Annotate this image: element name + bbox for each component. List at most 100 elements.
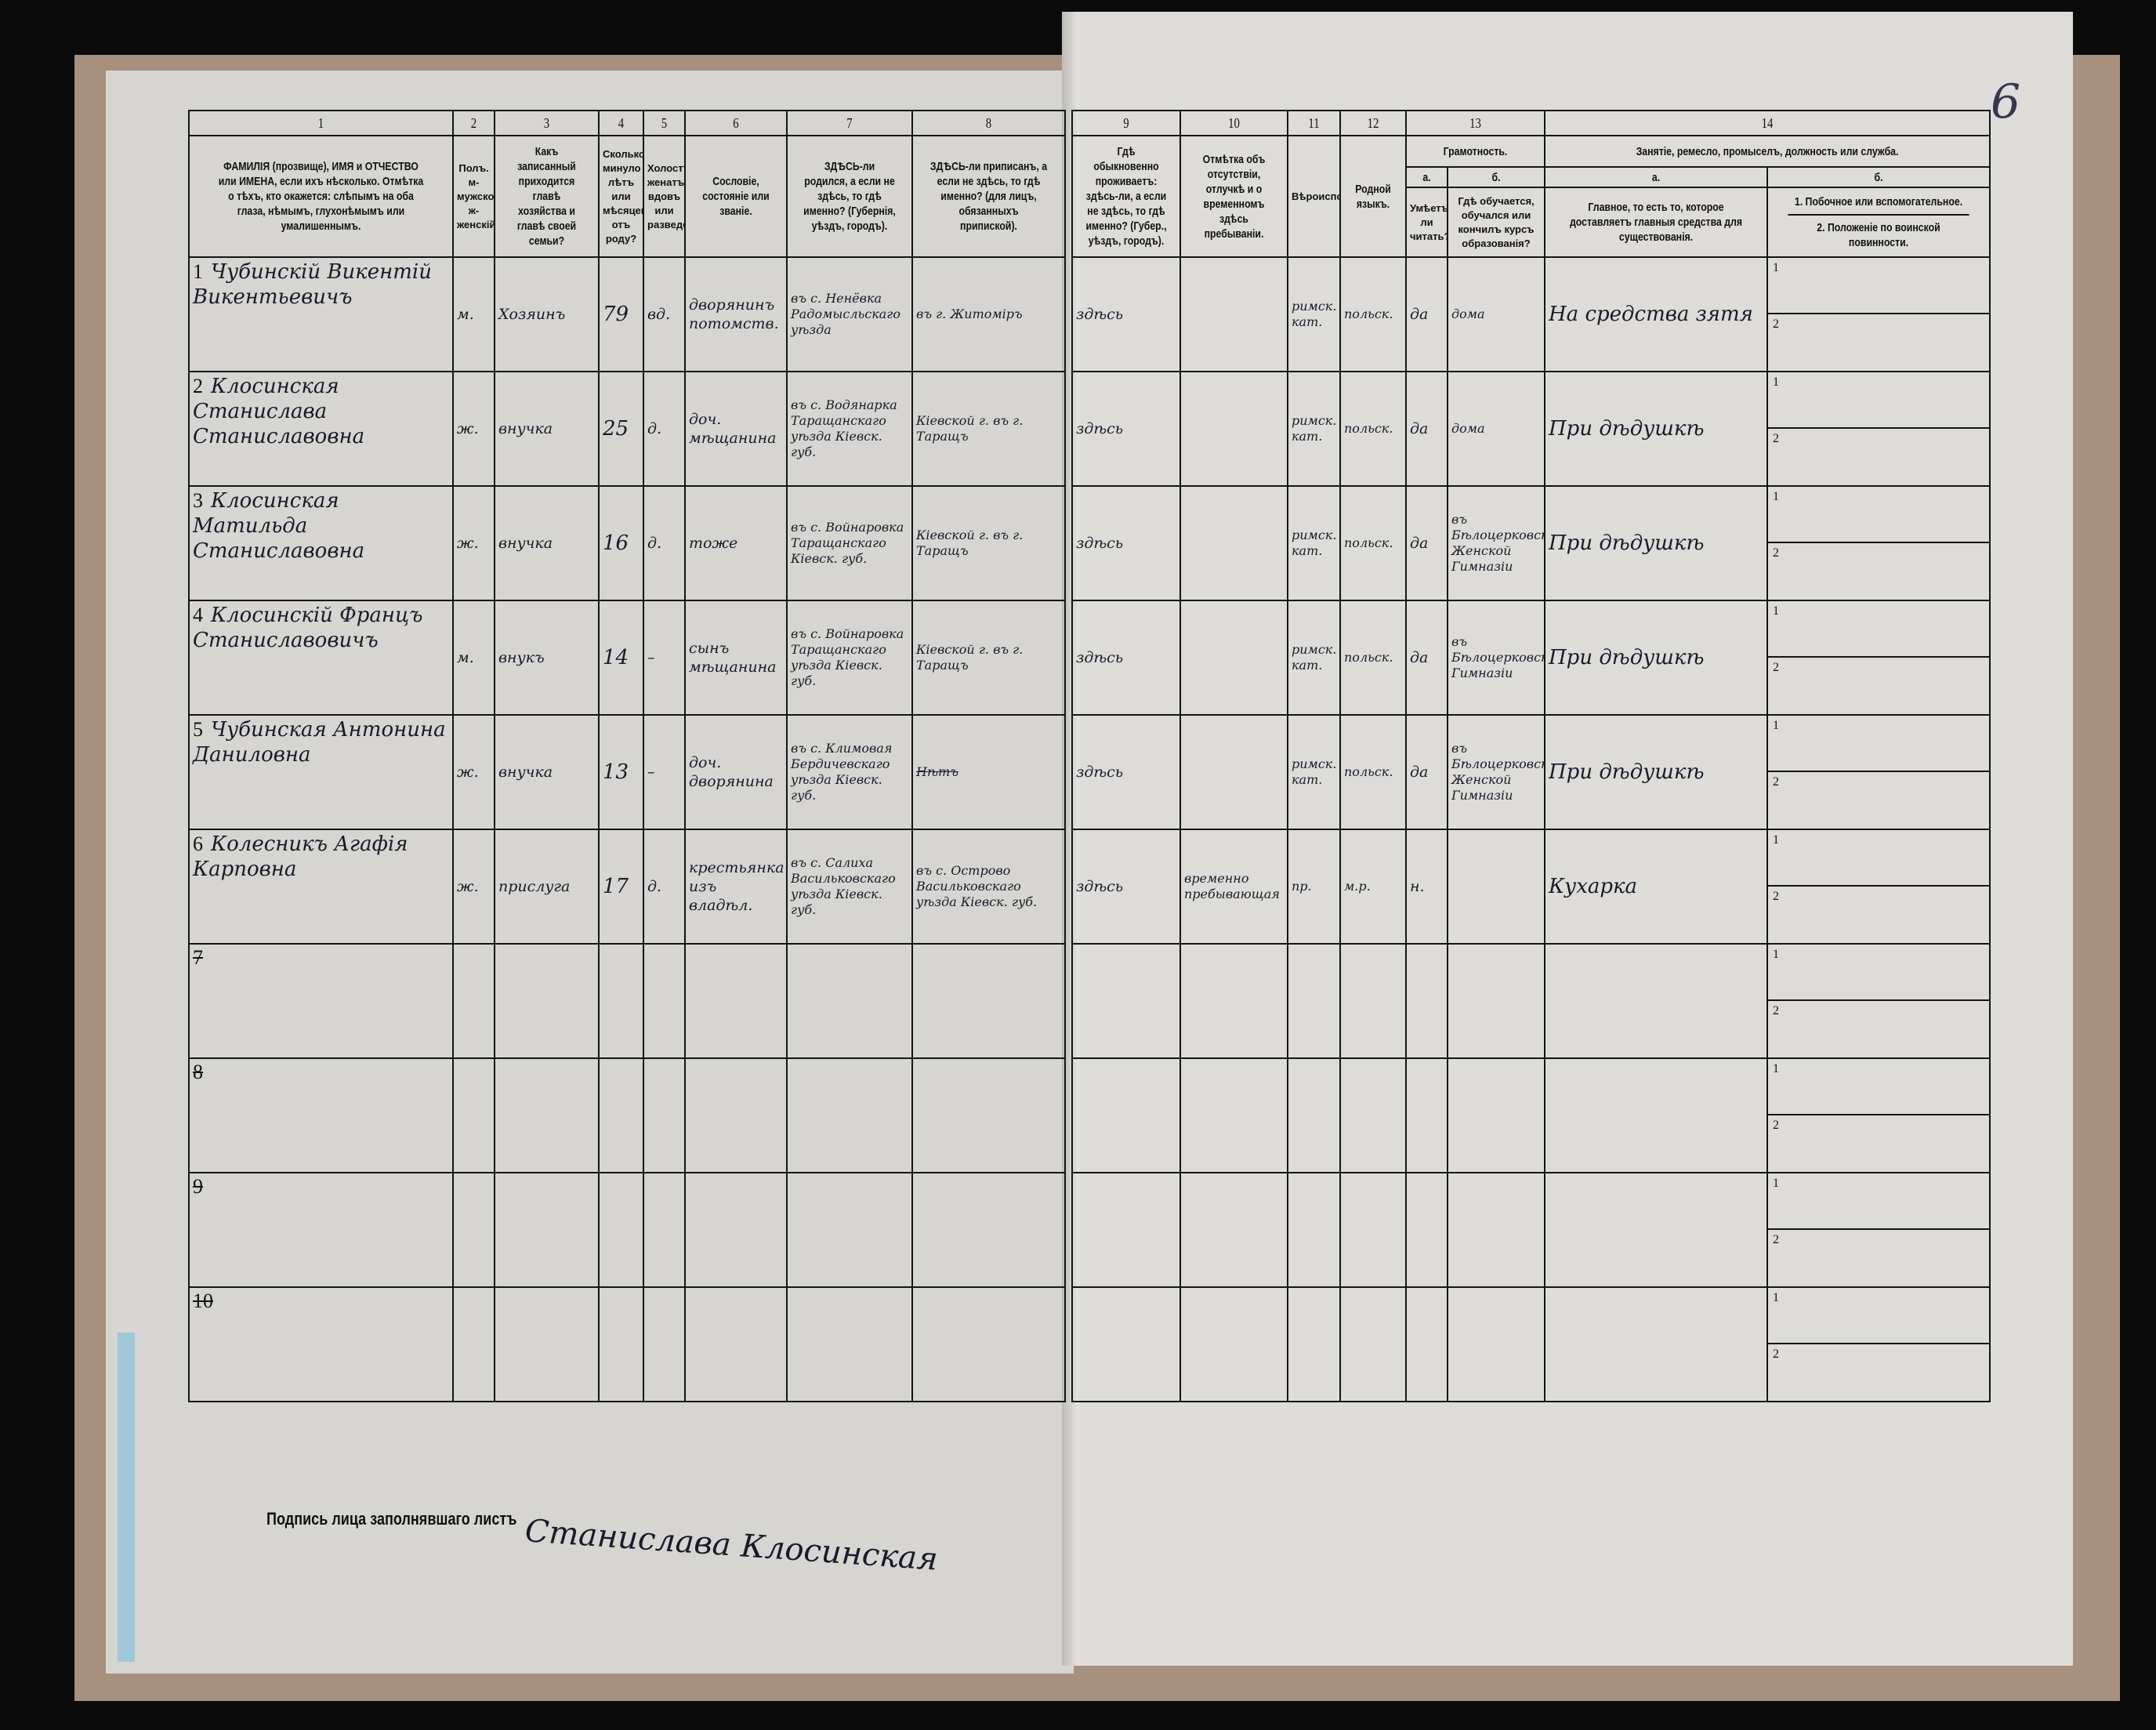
relation-cell [494, 1057, 600, 1173]
birthplace-cell [786, 1286, 913, 1402]
person-name-cell: 6 Колесникъ Агафія Карповна [188, 829, 454, 945]
birthplace-cell: въ с. Ненёвка Радомысльскаго уѣзда [786, 256, 913, 372]
residence-cell: здѣсь [1071, 371, 1181, 487]
estate-cell [684, 1057, 788, 1173]
occupation-cell [1544, 1172, 1768, 1288]
col-num-9: 9 [1081, 110, 1172, 136]
header-estate: Сословіе, состояніе или званіе. [693, 135, 779, 258]
person-name: Клосинская Станислава Станиславовна [193, 375, 365, 448]
header-registered: ЗДѢСЬ-ли приписанъ, а если не здѣсь, то … [925, 135, 1053, 258]
literate-cell: н. [1405, 829, 1448, 945]
estate: доч. мѣщанина [689, 411, 777, 447]
residence-cell: здѣсь [1071, 600, 1181, 716]
absence: временно пребывающая [1184, 871, 1280, 901]
residence: здѣсь [1076, 420, 1124, 437]
military-status-line: 2 [1773, 432, 1779, 445]
side-occupation-line: 1 [1769, 488, 1988, 543]
absence-cell [1179, 371, 1288, 487]
education-cell: дома [1447, 256, 1545, 372]
occupation-cell: При дѣдушкѣ [1544, 485, 1768, 601]
birthplace-cell: въ с. Войнаровка Таращанскаго Кіевск. гу… [786, 485, 913, 601]
age-cell: 13 [598, 714, 644, 830]
header-occupation: Занятіе, ремесло, промыселъ, должность и… [1584, 135, 1951, 168]
residence-cell: здѣсь [1071, 256, 1181, 372]
table-row-right: здѣсь римск. кат. польск. да въ Бѣлоцерковск… [1071, 485, 1991, 601]
age-cell [598, 1172, 644, 1288]
header-religion: Вѣроисповѣданіе. [1287, 135, 1341, 258]
age: 79 [603, 303, 629, 326]
religion-cell [1287, 943, 1341, 1059]
occupation: При дѣдушкѣ [1549, 646, 1705, 669]
person-name-cell: 5 Чубинская Антонина Даниловна [188, 714, 454, 830]
side-occupation-line: 1 [1769, 1174, 1988, 1230]
marital: – [647, 763, 655, 781]
military-status-line: 2 [1773, 775, 1779, 789]
age: 25 [603, 417, 629, 441]
registered-cell: въ г. Житоміръ [911, 256, 1066, 372]
relation-cell: внучка [494, 485, 600, 601]
side-occupation-line: 1 [1769, 831, 1988, 887]
estate-cell: тоже [684, 485, 788, 601]
literate-cell: да [1405, 256, 1448, 372]
religion-cell: римск. кат. [1287, 256, 1341, 372]
estate-cell [684, 943, 788, 1059]
header-sex: Полъ. м-мужской. ж-женскій. [452, 135, 495, 258]
literate: да [1410, 535, 1429, 552]
relation: внучка [498, 420, 553, 437]
residence-cell [1071, 943, 1181, 1059]
registered-cell: Кіевской г. въ г. Таращъ [911, 485, 1066, 601]
literate: да [1410, 306, 1429, 323]
person-name-cell: 1 Чубинскій Викентій Викентьевичъ [188, 256, 454, 372]
military-status-line: 2 [1773, 890, 1779, 903]
education-cell: въ Бѣлоцерковской Гимназіи [1447, 600, 1545, 716]
language-cell [1339, 1057, 1407, 1173]
language-cell: м.р. [1339, 829, 1407, 945]
religion-cell: пр. [1287, 829, 1341, 945]
age: 16 [603, 531, 629, 555]
sex-cell [452, 1172, 495, 1288]
marital-cell [643, 1286, 686, 1402]
absence-cell [1179, 600, 1288, 716]
row-number: 2 [193, 375, 203, 397]
row-number: 7 [193, 946, 203, 969]
literate-cell [1405, 943, 1448, 1059]
birthplace: въ с. Климовая Бердичевскаго уѣзда Кіевс… [791, 741, 893, 803]
marital: д. [647, 535, 662, 552]
header-residence: Гдѣ обыкновенно проживаетъ: здѣсь-ли, а … [1081, 135, 1172, 258]
marital-cell: – [643, 714, 686, 830]
sex-cell [452, 943, 495, 1059]
military-status-line: 2 [1773, 1119, 1779, 1132]
education-cell [1447, 1057, 1545, 1173]
occupation-cell [1544, 1286, 1768, 1402]
language-cell [1339, 1286, 1407, 1402]
person-name-cell: 9 [188, 1172, 454, 1288]
header-occupation-a-label: а. [1564, 166, 1748, 188]
language: польск. [1344, 650, 1393, 665]
language-cell [1339, 943, 1407, 1059]
religion-cell [1287, 1057, 1341, 1173]
sex-cell: ж. [452, 371, 495, 487]
registered-cell: Нѣтъ [911, 714, 1066, 830]
education-cell [1447, 943, 1545, 1059]
relation: внучка [498, 535, 553, 552]
marital: д. [647, 878, 662, 895]
header-literacy: Грамотность. [1418, 135, 1533, 168]
literate-cell: да [1405, 600, 1448, 716]
table-row-left: 5 Чубинская Антонина Даниловна ж. внучка 13–… [188, 714, 1066, 830]
header-military-status: 2. Положеніе по воинской повинности. [1817, 221, 1940, 249]
military-status-line: 2 [1773, 1004, 1779, 1017]
education: въ Бѣлоцерковской Женской Гимназіи [1451, 741, 1543, 803]
military-status-line: 2 [1773, 661, 1779, 674]
relation-cell: внукъ [494, 600, 600, 716]
side-occupation-line: 1 [1769, 1289, 1988, 1344]
col-num-3: 3 [503, 110, 590, 136]
residence: здѣсь [1076, 306, 1124, 323]
registered-cell: Кіевской г. въ г. Таращъ [911, 371, 1066, 487]
table-row-right: здѣсь римск. кат. польск. да дома На средства… [1071, 256, 1991, 372]
